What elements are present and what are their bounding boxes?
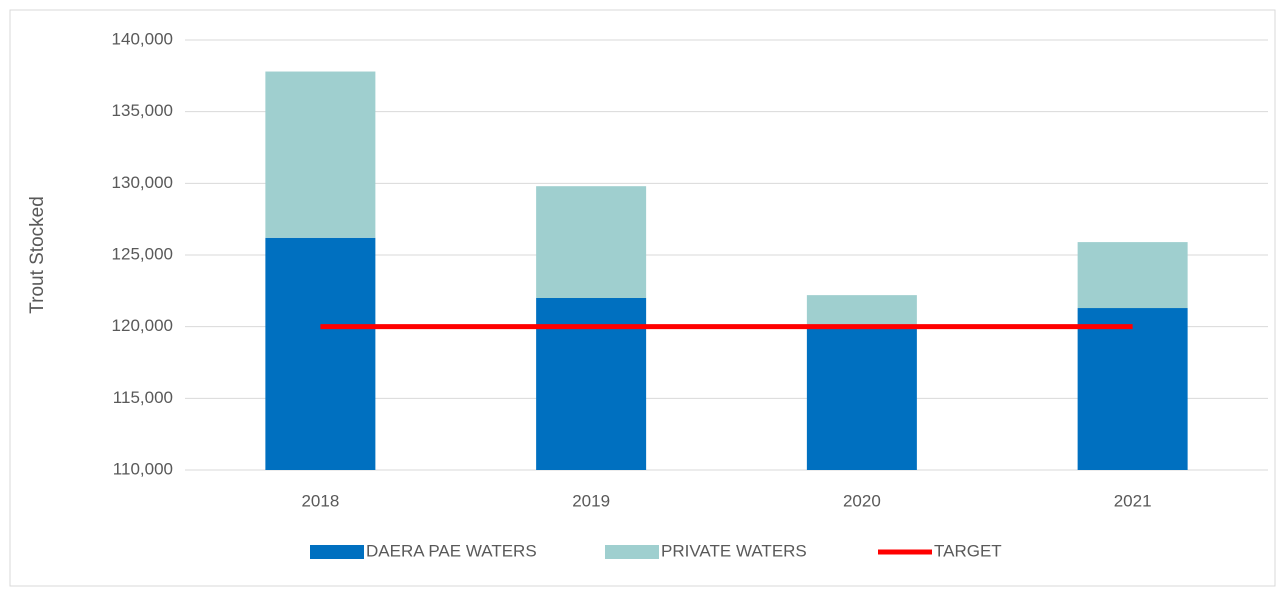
bar (536, 186, 647, 298)
x-tick-label: 2020 (843, 491, 881, 510)
y-tick-label: 125,000 (112, 244, 173, 263)
y-tick-label: 130,000 (112, 173, 173, 192)
legend-label: TARGET (934, 541, 1002, 560)
bar (1077, 242, 1188, 309)
y-tick-label: 135,000 (112, 101, 173, 120)
y-tick-label: 120,000 (112, 316, 173, 335)
bar (536, 298, 647, 470)
bar (265, 71, 376, 238)
bar (265, 237, 376, 470)
legend-label: DAERA PAE WATERS (366, 541, 537, 560)
legend-swatch (605, 545, 659, 559)
y-tick-label: 110,000 (113, 459, 173, 478)
bar (1077, 308, 1188, 470)
bar (806, 295, 917, 329)
bar (806, 328, 917, 470)
y-tick-label: 115,000 (113, 388, 173, 407)
y-axis-label: Trout Stocked (27, 196, 48, 314)
legend-swatch (310, 545, 364, 559)
x-tick-label: 2021 (1114, 491, 1152, 510)
x-tick-label: 2019 (572, 491, 610, 510)
y-tick-label: 140,000 (112, 29, 173, 48)
x-tick-label: 2018 (301, 491, 339, 510)
legend-label: PRIVATE WATERS (661, 541, 807, 560)
